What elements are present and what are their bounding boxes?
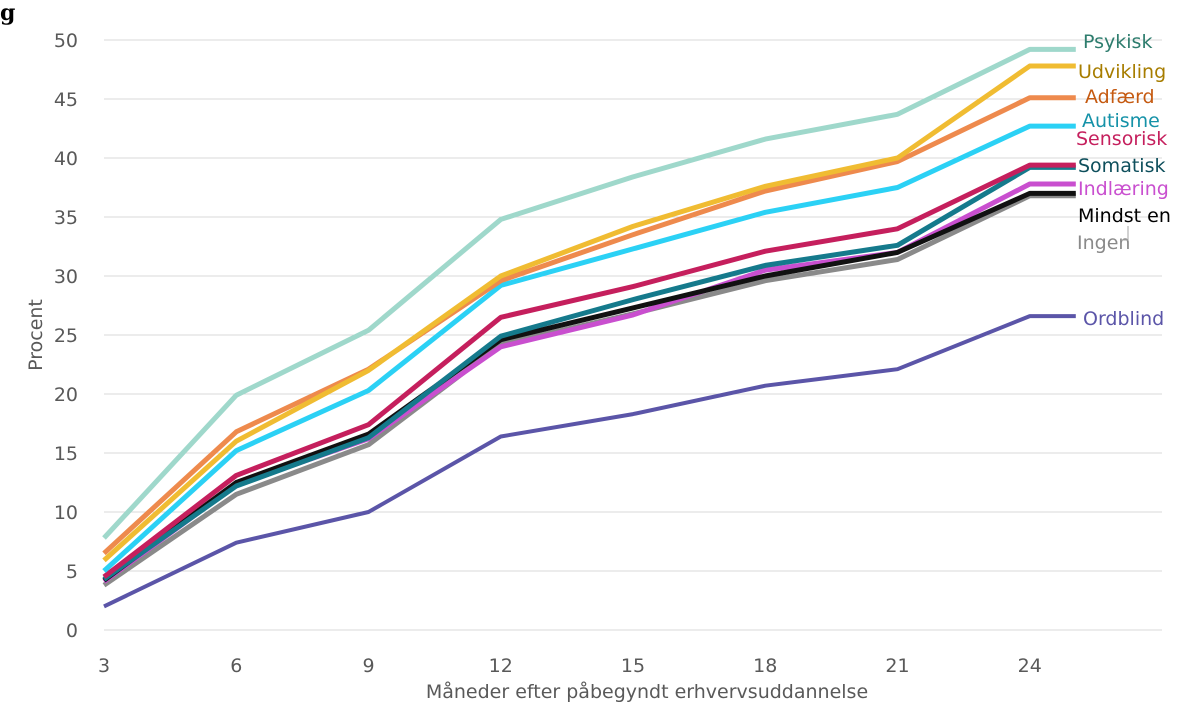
- y-tick-label: 30: [54, 266, 78, 288]
- series-line-somatisk: [102, 164, 1076, 582]
- y-tick-label: 5: [66, 561, 78, 583]
- y-tick-label: 10: [54, 502, 78, 524]
- series-label: Psykisk: [1083, 31, 1152, 53]
- series-line-mindst-en: [102, 190, 1076, 583]
- x-tick-label: 6: [230, 655, 242, 677]
- series-label: Udvikling: [1078, 61, 1166, 83]
- series-label: Indlæring: [1078, 178, 1169, 200]
- series-label: Adfærd: [1085, 86, 1155, 108]
- y-tick-label: 40: [54, 148, 78, 170]
- series-line-ordblind: [103, 314, 1076, 609]
- label-leader-line: [1121, 226, 1129, 241]
- y-tick-label: 25: [54, 325, 78, 347]
- y-tick-label: 15: [54, 443, 78, 465]
- x-tick-label: 15: [621, 655, 645, 677]
- figure-label: g: [0, 0, 15, 26]
- series-line-adf-rd: [102, 95, 1076, 556]
- series-line-udvikling: [102, 63, 1076, 563]
- series-label: Sensorisk: [1076, 128, 1167, 150]
- x-tick-label: 3: [98, 655, 110, 677]
- x-tick-label: 18: [753, 655, 777, 677]
- series-label: Ingen: [1077, 232, 1130, 254]
- series-line-psykisk: [102, 46, 1076, 540]
- series-line-sensorisk: [102, 162, 1076, 579]
- x-tick-label: 9: [362, 655, 374, 677]
- series-label: Ordblind: [1083, 308, 1164, 330]
- series-label: Mindst en: [1078, 205, 1171, 227]
- y-tick-label: 45: [54, 89, 78, 111]
- x-tick-label: 21: [885, 655, 909, 677]
- y-tick-label: 50: [54, 30, 78, 52]
- x-axis-title: Måneder efter påbegyndt erhvervsuddannel…: [426, 680, 868, 703]
- axes: 0 5 10 15 20 25 30 35 40 45 50 3 6 9 12 15 18 21 24: [54, 30, 1042, 677]
- y-tick-label: 35: [54, 207, 78, 229]
- y-tick-label: 20: [54, 384, 78, 406]
- series-label: Autisme: [1082, 110, 1160, 132]
- x-tick-label: 24: [1018, 655, 1042, 677]
- y-tick-label: 0: [66, 620, 78, 642]
- series-line-autisme: [102, 123, 1076, 573]
- series-label: Somatisk: [1078, 155, 1165, 177]
- gridlines: [104, 39, 1162, 631]
- x-tick-label: 12: [489, 655, 513, 677]
- y-axis-title: Procent: [25, 299, 47, 371]
- series-lines: [102, 46, 1076, 609]
